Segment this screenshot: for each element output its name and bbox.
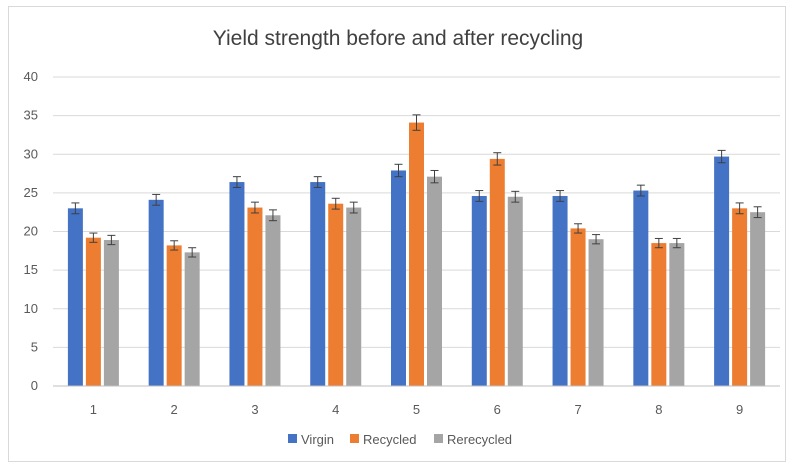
x-tick-label: 7 — [574, 402, 581, 417]
y-tick-label: 20 — [24, 224, 38, 239]
bar — [427, 176, 442, 386]
y-tick-label: 15 — [24, 262, 38, 277]
x-tick-label: 6 — [494, 402, 501, 417]
x-tick-label: 2 — [171, 402, 178, 417]
bar — [633, 190, 649, 386]
bar — [229, 182, 245, 386]
x-tick-label: 4 — [332, 402, 339, 417]
legend-swatch — [434, 434, 443, 443]
y-tick-label: 25 — [24, 185, 38, 200]
y-tick-label: 30 — [24, 146, 38, 161]
bar — [184, 252, 200, 386]
bar — [391, 170, 406, 386]
x-tick-label: 9 — [736, 402, 743, 417]
bar — [328, 203, 344, 386]
bar — [247, 207, 263, 386]
legend-label: Virgin — [301, 432, 334, 447]
y-tick-label: 0 — [31, 378, 38, 393]
bar — [669, 243, 685, 386]
legend-swatch — [288, 434, 297, 443]
bar — [651, 243, 667, 386]
x-tick-label: 3 — [251, 402, 258, 417]
y-tick-label: 5 — [31, 339, 38, 354]
y-tick-label: 10 — [24, 301, 38, 316]
bar — [67, 208, 83, 386]
bar — [507, 196, 523, 386]
bar — [265, 215, 281, 386]
legend-label: Rerecycled — [447, 432, 512, 447]
x-tick-label: 5 — [413, 402, 420, 417]
error-bars — [71, 114, 762, 258]
legend: Virgin Recycled Rerecycled — [288, 432, 512, 447]
x-tick-label: 1 — [90, 402, 97, 417]
legend-swatch — [350, 434, 359, 443]
bar — [166, 245, 182, 386]
bar — [85, 237, 101, 386]
bar — [103, 239, 119, 386]
legend-label: Recycled — [363, 432, 416, 447]
bar — [588, 239, 604, 386]
x-axis: 1 2 3 4 5 6 7 8 9 — [53, 385, 780, 417]
bar — [148, 199, 164, 386]
chart-title: Yield strength before and after recyclin… — [212, 27, 584, 50]
bar — [714, 156, 730, 386]
bar — [409, 122, 424, 386]
y-tick-label: 40 — [24, 69, 38, 84]
x-tick-label: 8 — [655, 402, 662, 417]
bar — [346, 207, 362, 386]
bar — [570, 228, 586, 386]
y-tick-label: 35 — [24, 108, 38, 123]
bar — [552, 195, 568, 386]
bars — [67, 122, 766, 386]
y-axis: 0 5 10 15 20 25 30 35 40 — [24, 69, 38, 393]
bar — [750, 212, 766, 386]
bar — [471, 195, 487, 386]
bar — [489, 158, 505, 386]
bar — [310, 182, 326, 386]
bar — [732, 208, 748, 386]
